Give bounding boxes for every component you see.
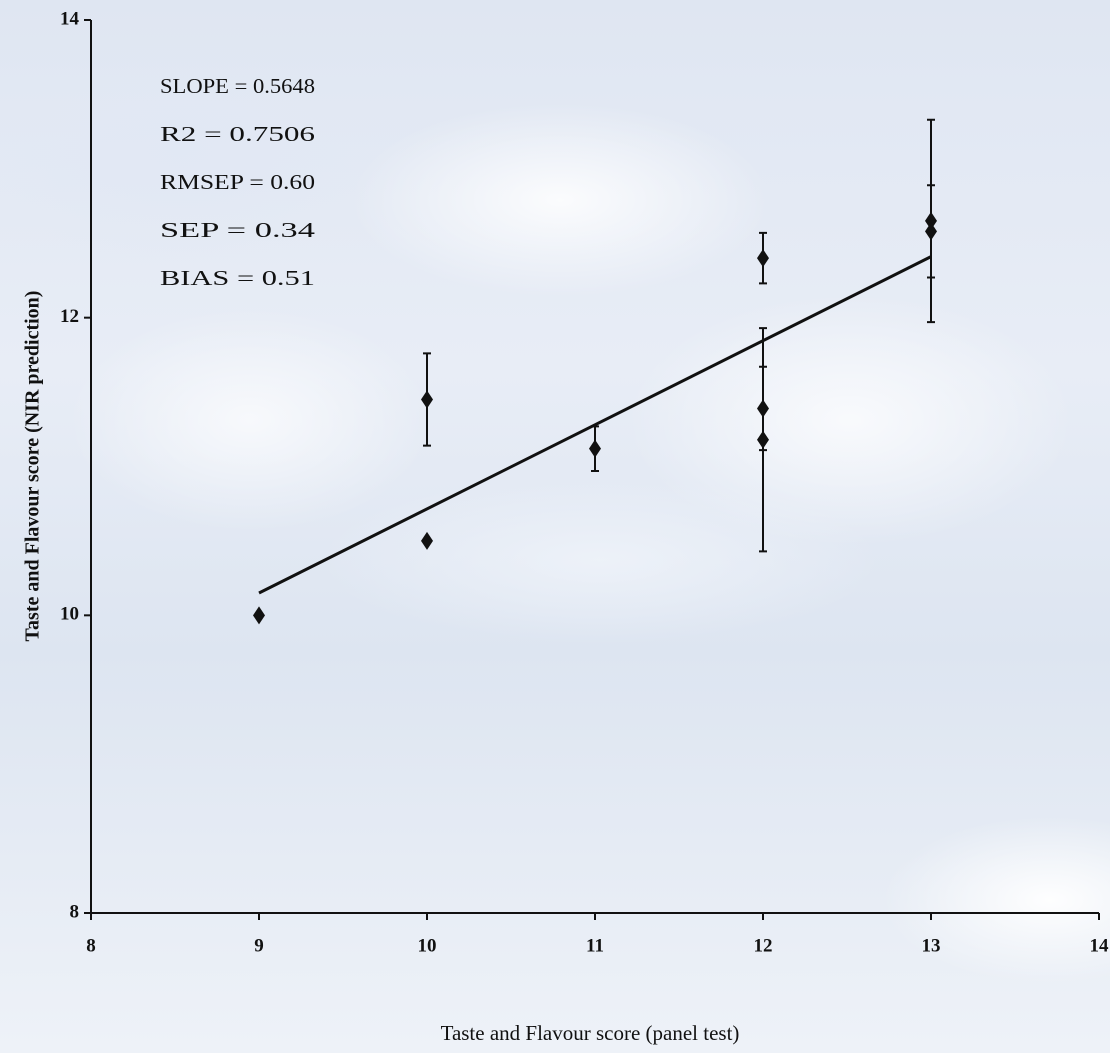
x-tick-label: 10 xyxy=(418,935,437,956)
annotation: SEP = 0.34 xyxy=(160,218,316,242)
y-axis-label: Taste and Flavour score (NIR prediction) xyxy=(22,291,44,642)
point xyxy=(421,531,433,550)
point xyxy=(757,249,769,268)
y-tick-label: 10 xyxy=(60,604,79,625)
point xyxy=(589,439,601,458)
annotation: RMSEP = 0.60 xyxy=(160,170,315,194)
trendline xyxy=(258,255,932,595)
x-tick-label: 12 xyxy=(754,935,773,956)
annotation: SLOPE = 0.5648 xyxy=(160,74,315,98)
x-tick-label: 9 xyxy=(254,935,264,956)
point xyxy=(253,606,265,625)
x-tick-label: 8 xyxy=(86,935,96,956)
x-tick-label: 14 xyxy=(1090,935,1110,956)
x-axis-label: Taste and Flavour score (panel test) xyxy=(441,1021,740,1045)
point xyxy=(925,222,937,241)
annotation: R2 = 0.7506 xyxy=(160,122,315,146)
x-tick-label: 11 xyxy=(586,935,604,956)
y-tick-label: 12 xyxy=(60,306,79,327)
x-tick-label: 13 xyxy=(922,935,941,956)
annotation: BIAS = 0.51 xyxy=(160,266,315,290)
y-tick-label: 8 xyxy=(70,901,80,922)
y-tick-label: 14 xyxy=(60,8,80,29)
point xyxy=(757,430,769,449)
point xyxy=(421,390,433,409)
